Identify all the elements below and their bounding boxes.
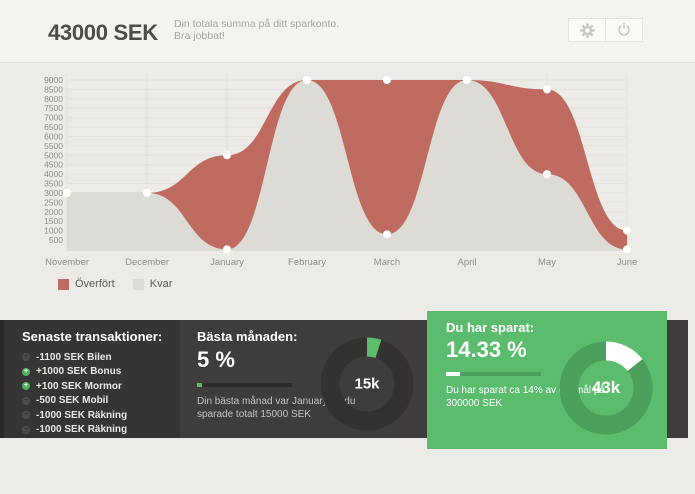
svg-text:3000: 3000 [44, 188, 63, 198]
legend-swatch-kvar [132, 278, 144, 290]
svg-text:April: April [457, 257, 476, 268]
transaction-text: -1000 SEK Räkning [36, 409, 128, 421]
header-button-group [568, 18, 643, 42]
minus-circle-icon: − [22, 411, 30, 420]
data-point-dot [223, 245, 231, 254]
svg-text:December: December [125, 257, 169, 268]
savings-goal-description: Du har sparat ca 14% av ditt mål på 3000… [446, 385, 605, 409]
svg-text:November: November [45, 257, 89, 268]
data-point-dot [223, 151, 231, 160]
svg-text:1500: 1500 [44, 216, 63, 226]
svg-text:2500: 2500 [44, 197, 63, 207]
legend-swatch-overfort [58, 278, 69, 290]
transaction-row: + +100 SEK Mormor [22, 379, 127, 394]
svg-text:January: January [210, 257, 244, 268]
settings-button[interactable] [568, 18, 606, 42]
data-point-dot [543, 170, 551, 179]
svg-text:9000: 9000 [44, 75, 63, 85]
svg-text:1000: 1000 [44, 226, 63, 236]
best-month-percent: 5 % [197, 347, 235, 372]
transactions-panel: Senaste transaktioner: − -1100 SEK Bilen +… [4, 320, 180, 438]
svg-text:6500: 6500 [44, 122, 63, 132]
svg-text:5500: 5500 [44, 141, 63, 151]
svg-text:4500: 4500 [44, 160, 63, 170]
best-month-panel: Bästa månaden: 5 % Din bästa månad var J… [180, 320, 428, 438]
plus-circle-icon: + [22, 382, 30, 391]
svg-text:5000: 5000 [44, 150, 63, 160]
transaction-row: + +1000 SEK Bonus [22, 365, 127, 380]
svg-text:8500: 8500 [44, 84, 63, 94]
transaction-text: -1000 SEK Räkning [36, 424, 128, 436]
subtitle-line-2: Bra jobbat! [174, 30, 225, 42]
savings-goal-donut-chart [559, 341, 653, 435]
svg-text:4000: 4000 [44, 169, 63, 179]
transaction-text: -500 SEK Mobil [36, 395, 109, 407]
svg-text:500: 500 [49, 235, 63, 245]
data-point-dot [383, 230, 391, 239]
transaction-row: − -1000 SEK Räkning [22, 423, 127, 438]
svg-text:6000: 6000 [44, 131, 63, 141]
transaction-text: +1000 SEK Bonus [36, 366, 122, 378]
power-button[interactable] [605, 18, 643, 42]
savings-goal-title: Du har sparat: [446, 320, 535, 335]
data-point-dot [463, 75, 471, 84]
svg-text:7000: 7000 [44, 113, 63, 123]
svg-text:May: May [538, 257, 556, 268]
data-point-dot [303, 75, 311, 84]
transaction-row: − -1100 SEK Bilen [22, 350, 127, 365]
total-savings-title: 43000 SEK [48, 20, 158, 45]
svg-text:2000: 2000 [44, 207, 63, 217]
transactions-list: − -1100 SEK Bilen + +1000 SEK Bonus + +100 SE… [22, 350, 127, 437]
minus-circle-icon: − [22, 353, 30, 362]
best-month-donut-chart [320, 337, 414, 431]
header: 43000 SEK Din totala summa på ditt spark… [0, 0, 695, 63]
transaction-row: − -500 SEK Mobil [22, 394, 127, 409]
svg-text:3500: 3500 [44, 179, 63, 189]
legend-label-overfort: Överfört [75, 278, 115, 290]
legend-item-kvar: Kvar [132, 278, 173, 290]
savings-goal-donut-label: 43k [591, 378, 621, 397]
savings-goal-progress-bar [446, 372, 541, 376]
data-point-dot [543, 85, 551, 94]
legend-label-kvar: Kvar [149, 278, 173, 290]
legend-item-overfort: Överfört [58, 278, 115, 290]
svg-text:March: March [374, 257, 400, 268]
chart-legend: Överfört Kvar [58, 278, 172, 290]
minus-circle-icon: − [22, 396, 30, 405]
transactions-title: Senaste transaktioner: [22, 329, 163, 344]
savings-goal-progress-fill [446, 372, 460, 376]
data-point-dot [143, 188, 151, 197]
best-month-progress-bar [197, 383, 292, 387]
svg-text:June: June [617, 257, 638, 268]
data-point-dot [383, 75, 391, 84]
best-month-donut-label: 15k [354, 375, 380, 393]
svg-text:7500: 7500 [44, 103, 63, 113]
svg-text:8000: 8000 [44, 94, 63, 104]
savings-goal-percent: 14.33 % [446, 337, 527, 362]
best-month-description: Din bästa månad var January då du sparad… [197, 396, 356, 420]
data-point-dot [623, 226, 631, 235]
gear-icon [579, 22, 595, 38]
best-month-progress-fill [197, 383, 202, 387]
plus-circle-icon: + [22, 367, 30, 376]
data-point-dot [623, 245, 631, 254]
svg-text:February: February [288, 257, 326, 268]
best-month-title: Bästa månaden: [197, 329, 298, 344]
transaction-text: -1100 SEK Bilen [36, 351, 112, 363]
minus-circle-icon: − [22, 425, 30, 434]
savings-goal-panel: Du har sparat: 14.33 % Du har sparat ca … [427, 311, 667, 449]
data-point-dot [63, 188, 71, 197]
header-subtitle: Din totala summa på ditt sparkonto. Bra … [174, 18, 339, 42]
transaction-row: − -1000 SEK Räkning [22, 408, 127, 423]
band-left-edge [0, 320, 4, 438]
subtitle-line-1: Din totala summa på ditt sparkonto. [174, 18, 340, 30]
transaction-text: +100 SEK Mormor [36, 380, 122, 392]
savings-area-chart: November December January February March Apri… [44, 74, 638, 268]
power-icon [618, 23, 630, 36]
